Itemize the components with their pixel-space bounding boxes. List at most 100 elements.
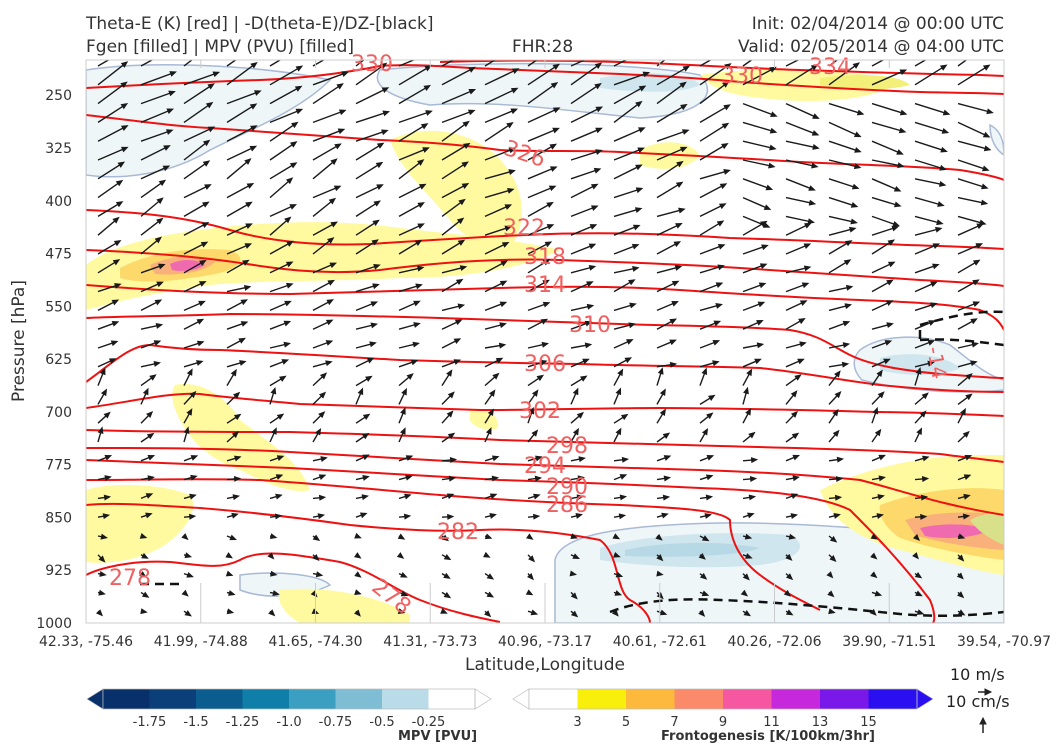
wind-arrowhead (242, 259, 250, 266)
wind-arrowhead (812, 144, 820, 150)
wind-arrowhead (501, 241, 510, 248)
wind-arrow (871, 69, 906, 86)
wind-arrowhead (617, 368, 624, 377)
wind-arrowhead (511, 45, 519, 51)
wind-arrowhead (183, 426, 190, 434)
wind-arrowhead (632, 265, 640, 272)
wind-arrowhead (810, 64, 819, 71)
wind-arrow (527, 128, 559, 142)
wind-arrow (312, 143, 341, 161)
wind-arrowhead (370, 322, 379, 329)
wind-arrow (570, 168, 600, 180)
wind-arrowhead (417, 223, 425, 230)
colorbar-swatch (196, 689, 243, 709)
wind-arrow (656, 129, 688, 142)
wind-arrowhead (919, 410, 927, 418)
theta-e-label: 326 (501, 136, 549, 173)
theta-e-label: 286 (546, 493, 588, 518)
wind-arrowhead (249, 103, 258, 110)
wind-arrowhead (295, 65, 304, 72)
wind-arrowhead (957, 609, 966, 616)
wind-arrowhead (615, 427, 622, 436)
wind-arrowhead (458, 198, 466, 206)
wind-arrowhead (98, 555, 106, 563)
wind-arrowhead (971, 341, 979, 348)
wind-arrowhead (801, 282, 810, 289)
wind-arrowhead (618, 513, 627, 520)
wind-arrowhead (981, 165, 990, 172)
wind-arrow (183, 71, 219, 86)
wind-arrowhead (289, 141, 298, 148)
wind-arrowhead (577, 475, 585, 482)
wind-arrowhead (328, 197, 337, 205)
wind-arrowhead (155, 322, 164, 329)
wind-arrowhead (446, 410, 454, 418)
wind-arrowhead (892, 221, 900, 227)
wind-arrowhead (341, 71, 350, 77)
wind-arrowhead (874, 428, 882, 437)
wind-arrowhead (769, 66, 777, 73)
wind-arrowhead (139, 533, 148, 539)
wind-arrowhead (827, 590, 835, 598)
wind-arrowhead (612, 533, 621, 540)
wind-arrowhead (541, 341, 550, 348)
wind-arrowhead (536, 374, 545, 382)
wind-arrowhead (750, 457, 759, 464)
wind-arrowhead (620, 413, 629, 421)
wind-arrowhead (400, 407, 406, 415)
wind-arrow (613, 101, 642, 123)
wind-arrowhead (428, 51, 436, 57)
wind-arrow (269, 108, 302, 124)
wind-arrowhead (897, 162, 905, 169)
wind-arrowhead (642, 71, 651, 78)
wind-arrowhead (920, 513, 928, 520)
wind-arrowhead (202, 139, 211, 147)
wind-arrowhead (600, 50, 608, 56)
wind-arrowhead (540, 318, 549, 325)
wind-arrowhead (756, 320, 764, 326)
wind-arrowhead (930, 281, 938, 288)
wind-arrow (613, 164, 642, 180)
wind-arrowhead (629, 302, 637, 309)
wind-arrow (828, 159, 860, 169)
wind-arrow (355, 87, 388, 105)
wind-arrowhead (853, 131, 862, 138)
wind-arrowhead (102, 513, 111, 520)
wind-arrowhead (669, 318, 677, 325)
wind-arrow (871, 121, 905, 133)
wind-arrowhead (420, 123, 429, 130)
wind-arrowhead (320, 456, 328, 462)
wind-arrow (871, 140, 903, 155)
wind-arrowhead (354, 589, 362, 595)
wind-arrowhead (584, 320, 593, 327)
wind-arrowhead (453, 359, 462, 365)
wind-arrowhead (546, 224, 555, 230)
wind-arrowhead (916, 427, 923, 436)
dthetae-dz-contours (140, 310, 1004, 617)
wind-arrowhead (788, 533, 797, 540)
wind-arrowhead (270, 386, 277, 395)
fgen-shading (470, 408, 499, 430)
wind-arrowhead (245, 201, 253, 208)
wind-arrowhead (156, 281, 164, 288)
wind-arrowhead (531, 429, 539, 437)
wind-arrowhead (792, 475, 800, 482)
wind-arrowhead (154, 236, 162, 244)
wind-arrowhead (575, 513, 583, 519)
wind-arrowhead (120, 81, 128, 89)
wind-arrowhead (233, 391, 241, 399)
wind-arrowhead (628, 279, 636, 286)
wind-arrow (656, 60, 666, 67)
wind-arrowhead (244, 158, 252, 165)
colorbar-swatch (103, 689, 150, 709)
wind-arrowhead (765, 184, 774, 191)
wind-arrow (742, 67, 776, 86)
y-tick-label: 250 (45, 88, 72, 104)
wind-arrowhead (145, 493, 154, 499)
wind-arrowhead (186, 408, 193, 416)
wind-arrow (828, 140, 861, 153)
colorbar-swatch (242, 689, 289, 709)
wind-arrowhead (403, 513, 412, 520)
colorbar-tick-label: 15 (860, 715, 877, 730)
wind-arrowhead (836, 456, 845, 463)
